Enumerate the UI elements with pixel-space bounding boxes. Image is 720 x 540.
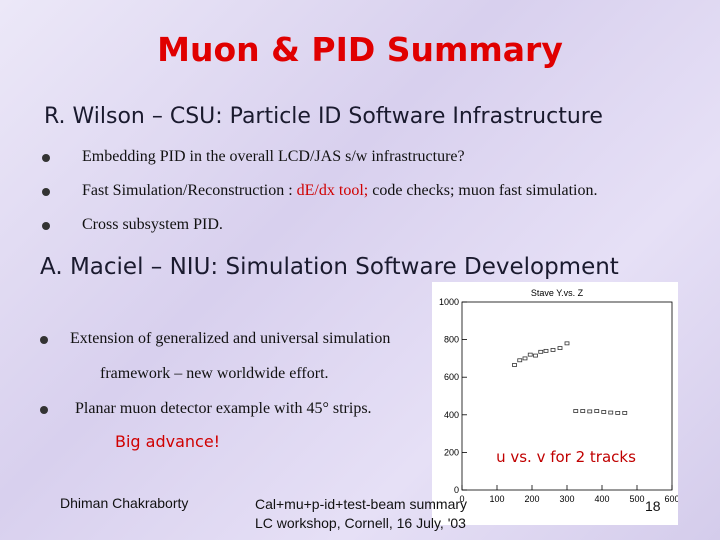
bullet-text: Extension of generalized and universal s… (70, 330, 391, 347)
slide-title: Muon & PID Summary (157, 30, 563, 69)
point (587, 409, 593, 414)
y-tick-label: 1000 (439, 297, 459, 307)
text: Fast Simulation/Reconstruction : (82, 182, 297, 199)
highlight: dE/dx tool; (296, 182, 369, 199)
point (580, 409, 586, 413)
bullet-text: Planar muon detector example with 45° st… (75, 400, 372, 417)
y-tick-label: 800 (444, 335, 459, 345)
plot-caption: u vs. v for 2 tracks (496, 448, 636, 466)
plot-background (432, 282, 678, 525)
x-tick-label: 600 (664, 494, 678, 504)
bullet (42, 188, 50, 196)
plot: Stave Y.vs. Z 0 200 400 600 800 1000 0 100 200 30… (432, 282, 678, 525)
point (527, 352, 533, 357)
section-heading: R. Wilson – CSU: Particle ID Software In… (44, 104, 603, 129)
event: Cal+mu+p-id+test-beam summary (255, 496, 468, 512)
point (601, 410, 607, 414)
point (608, 410, 614, 415)
text: Embedding PID in the overall LCD/JAS s/w… (82, 148, 465, 165)
bullet-text: Embedding PID in the overall LCD/JAS s/w… (82, 148, 465, 166)
y-tick-label: 600 (444, 372, 459, 382)
section-heading: A. Maciel – NIU: Simulation Software Dev… (40, 254, 619, 280)
x-tick-label: 100 (489, 494, 504, 504)
author: Dhiman Chakraborty (60, 495, 189, 511)
text: code checks; muon fast simulation. (368, 182, 598, 199)
point (522, 356, 528, 361)
point (517, 358, 523, 363)
bullet (42, 222, 50, 230)
x-tick-label: 500 (629, 494, 644, 504)
y-tick-label: 200 (444, 447, 459, 457)
point (550, 348, 556, 352)
y-tick-label: 0 (454, 485, 459, 495)
x-tick-label: 0 (459, 494, 464, 504)
caption-box (482, 444, 650, 470)
x-tick-label: 400 (594, 494, 609, 504)
x-tick-label: 200 (524, 494, 539, 504)
point (533, 353, 538, 358)
x-tick-label: 300 (559, 494, 574, 504)
y-tick-label: 400 (444, 410, 459, 420)
bullet-text: framework – new worldwide effort. (100, 365, 329, 382)
point (543, 348, 549, 353)
plot-title: Stave Y.vs. Z (531, 288, 584, 298)
point (538, 349, 544, 354)
bullet (40, 406, 48, 414)
point (622, 411, 628, 415)
event: LC workshop, Cornell, 16 July, '03 (255, 515, 466, 531)
point (594, 409, 600, 413)
point (573, 409, 579, 413)
page-number: 18 (645, 498, 661, 514)
point (557, 346, 563, 350)
bullet-text: Fast Simulation/Reconstruction : dE/dx t… (82, 182, 598, 200)
point (564, 341, 570, 346)
text: Cross subsystem PID. (82, 216, 223, 233)
bullet-text: Cross subsystem PID. (82, 216, 223, 234)
point (615, 411, 621, 415)
bullet (42, 154, 50, 162)
note: Big advance! (115, 432, 221, 451)
point (512, 363, 517, 367)
bullet (40, 336, 48, 344)
